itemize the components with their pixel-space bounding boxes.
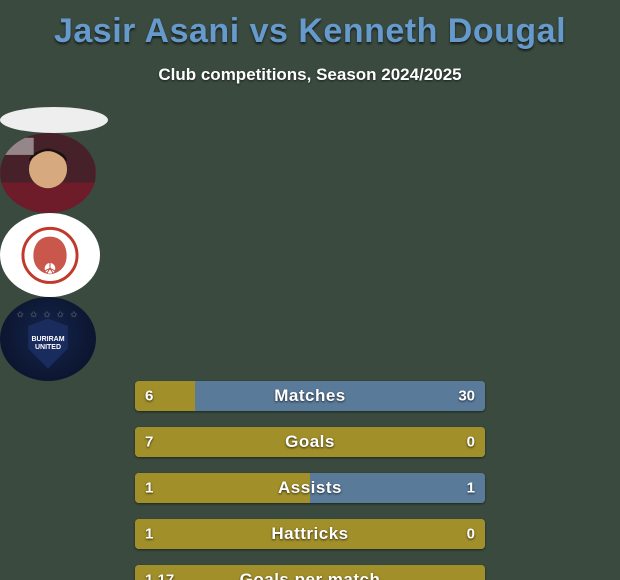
stat-value-right: 0 — [467, 434, 475, 451]
stat-label: Goals — [135, 432, 485, 452]
comparison-infographic: Jasir Asani vs Kenneth Dougal Club compe… — [0, 0, 620, 580]
player-right-avatar — [0, 133, 96, 213]
content-area: ★ ★ ★ ★ ★ BURIRAM UNITED Matches6 30 Goals… — [0, 107, 620, 580]
player-right-club-badge: ★ ★ ★ ★ ★ BURIRAM UNITED — [0, 297, 96, 381]
page-title: Jasir Asani vs Kenneth Dougal — [0, 0, 620, 51]
stat-row: Goals7 0 — [135, 427, 485, 457]
stat-value-left: 7 — [145, 434, 153, 451]
stat-row: Hattricks1 0 — [135, 519, 485, 549]
stat-value-left: 6 — [145, 388, 153, 405]
stat-value-right: 0 — [467, 526, 475, 543]
page-subtitle: Club competitions, Season 2024/2025 — [0, 65, 620, 85]
stat-row: Goals per match1.17 — [135, 565, 485, 580]
stat-label: Hattricks — [135, 524, 485, 544]
stat-row: Matches6 30 — [135, 381, 485, 411]
player-left-avatar — [0, 107, 108, 133]
stat-label: Assists — [135, 478, 485, 498]
stats-bar-list: Matches630Goals70Assists11Hattricks10Goa… — [135, 381, 485, 580]
stat-row: Assists1 1 — [135, 473, 485, 503]
player-left-club-badge — [0, 213, 100, 297]
club-badge-shield: BURIRAM UNITED — [26, 319, 70, 369]
stat-value-left: 1 — [145, 480, 153, 497]
stat-label: Matches — [135, 386, 485, 406]
stat-value-right: 30 — [458, 388, 475, 405]
stat-label: Goals per match — [135, 570, 485, 580]
stat-value-left: 1.17 — [145, 572, 174, 580]
club-badge-text: BURIRAM UNITED — [26, 336, 70, 351]
stat-value-right: 1 — [467, 480, 475, 497]
stat-value-left: 1 — [145, 526, 153, 543]
club-badge-stars-icon: ★ ★ ★ ★ ★ — [17, 310, 80, 319]
